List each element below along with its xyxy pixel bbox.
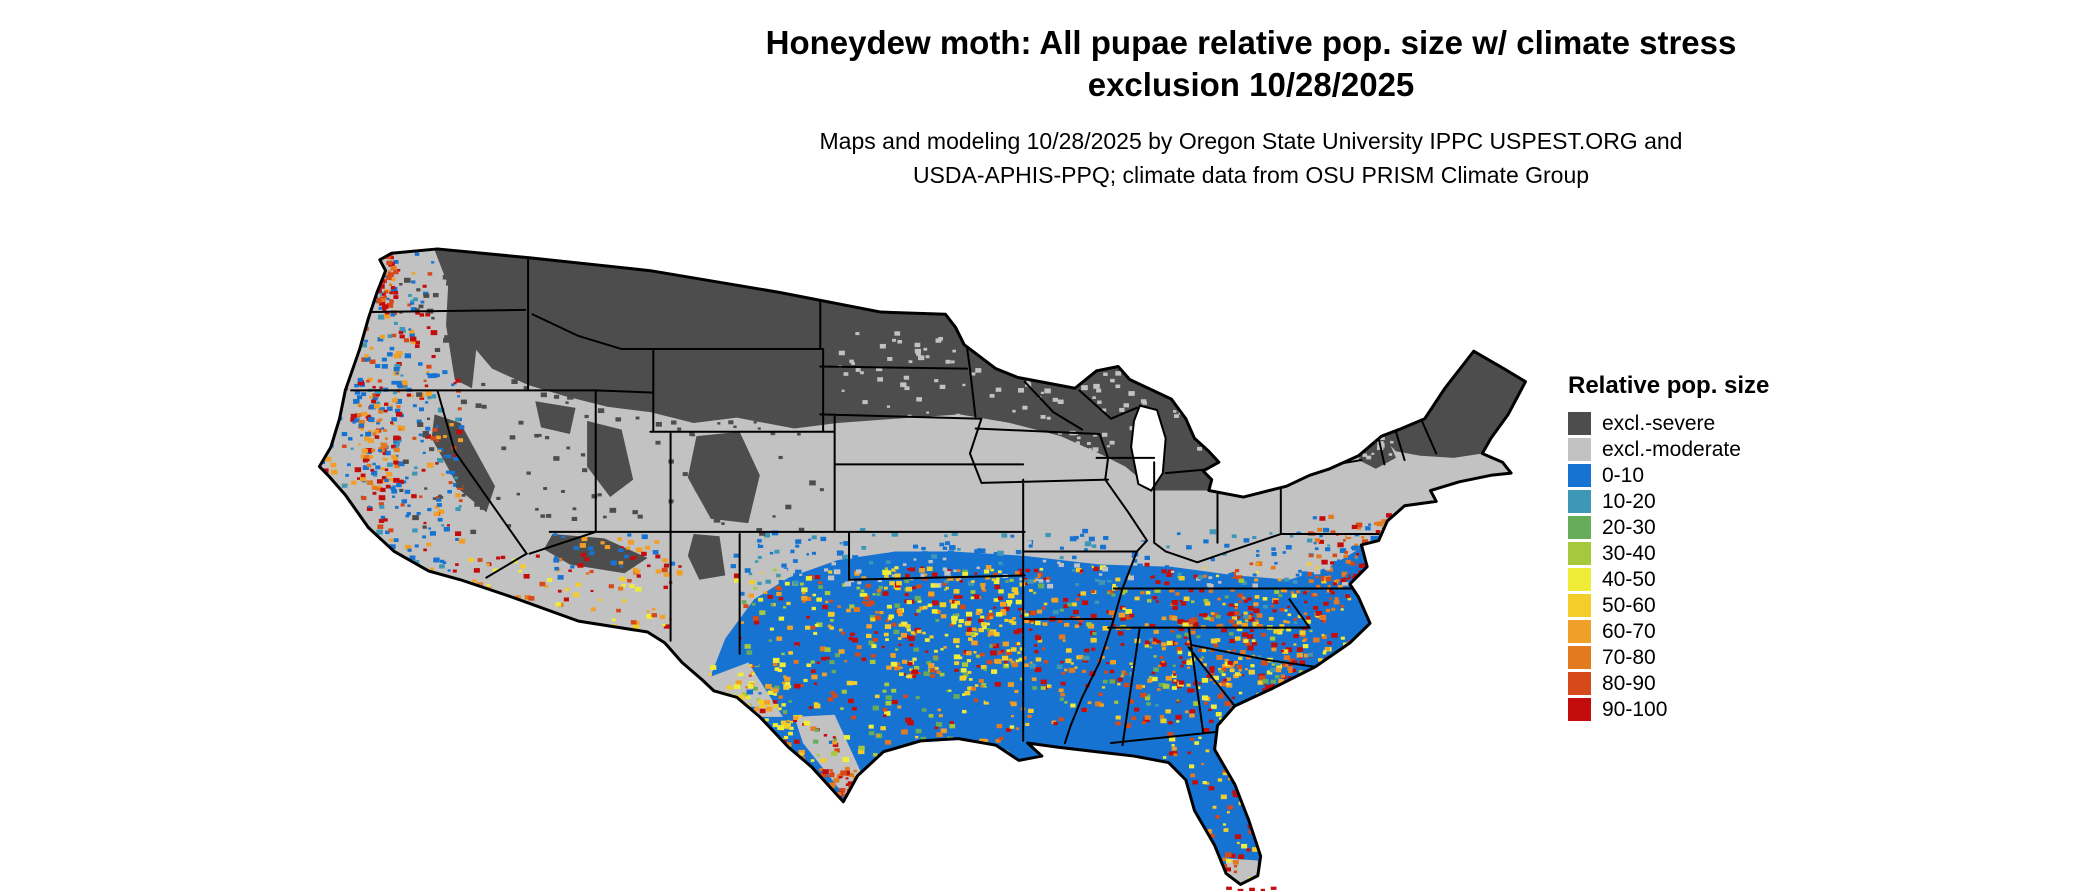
- map-attribution: Maps and modeling 10/28/2025 by Oregon S…: [451, 124, 2051, 192]
- legend-item: 40-50: [1568, 568, 1769, 591]
- legend-swatch-30-40: [1568, 542, 1591, 565]
- legend-label: excl.-severe: [1602, 412, 1716, 435]
- legend-label: excl.-moderate: [1602, 438, 1741, 461]
- legend-label: 30-40: [1602, 542, 1656, 565]
- legend-label: 70-80: [1602, 646, 1656, 669]
- map-title-line1: Honeydew moth: All pupae relative pop. s…: [765, 24, 1737, 61]
- legend-label: 90-100: [1602, 698, 1668, 721]
- legend-label: 60-70: [1602, 620, 1656, 643]
- legend-swatch-60-70: [1568, 620, 1591, 643]
- legend-item: 80-90: [1568, 672, 1769, 695]
- us-map-svg: [305, 225, 1537, 891]
- legend-item: 60-70: [1568, 620, 1769, 643]
- legend-item: 30-40: [1568, 542, 1769, 565]
- legend-swatch-70-80: [1568, 646, 1591, 669]
- florida-keys-speckles: [1226, 886, 1277, 891]
- legend-item: 50-60: [1568, 594, 1769, 617]
- legend-label: 50-60: [1602, 594, 1656, 617]
- state-borders: [351, 258, 1436, 746]
- legend-item: 20-30: [1568, 516, 1769, 539]
- us-outline: [319, 249, 1525, 885]
- legend-swatch-90-100: [1568, 698, 1591, 721]
- map-title: Honeydew moth: All pupae relative pop. s…: [451, 22, 2051, 106]
- map-attribution-line1: Maps and modeling 10/28/2025 by Oregon S…: [819, 128, 1683, 154]
- legend-swatch-40-50: [1568, 568, 1591, 591]
- map-title-line2: exclusion 10/28/2025: [1087, 66, 1415, 103]
- legend-item: excl.-moderate: [1568, 438, 1769, 461]
- legend-item: 10-20: [1568, 490, 1769, 513]
- us-map: [305, 225, 1537, 891]
- legend-swatch-excl-severe: [1568, 412, 1591, 435]
- legend-item: 0-10: [1568, 464, 1769, 487]
- legend-swatch-20-30: [1568, 516, 1591, 539]
- legend-swatch-50-60: [1568, 594, 1591, 617]
- lake-michigan: [1131, 406, 1166, 491]
- map-attribution-line2: USDA-APHIS-PPQ; climate data from OSU PR…: [912, 162, 1590, 188]
- legend-label: 20-30: [1602, 516, 1656, 539]
- legend-swatch-10-20: [1568, 490, 1591, 513]
- map-low-pop-region: [710, 527, 1422, 885]
- legend-label: 80-90: [1602, 672, 1656, 695]
- legend-item: excl.-severe: [1568, 412, 1769, 435]
- map-excl-severe-regions: [431, 250, 1526, 580]
- legend-swatch-0-10: [1568, 464, 1591, 487]
- legend-swatch-excl-moderate: [1568, 438, 1591, 461]
- legend: Relative pop. size excl.-severe excl.-mo…: [1568, 372, 1769, 724]
- legend-title: Relative pop. size: [1568, 372, 1770, 399]
- legend-item: 70-80: [1568, 646, 1769, 669]
- legend-swatch-80-90: [1568, 672, 1591, 695]
- legend-item: 90-100: [1568, 698, 1769, 721]
- legend-label: 0-10: [1602, 464, 1645, 487]
- legend-label: 10-20: [1602, 490, 1656, 513]
- legend-label: 40-50: [1602, 568, 1656, 591]
